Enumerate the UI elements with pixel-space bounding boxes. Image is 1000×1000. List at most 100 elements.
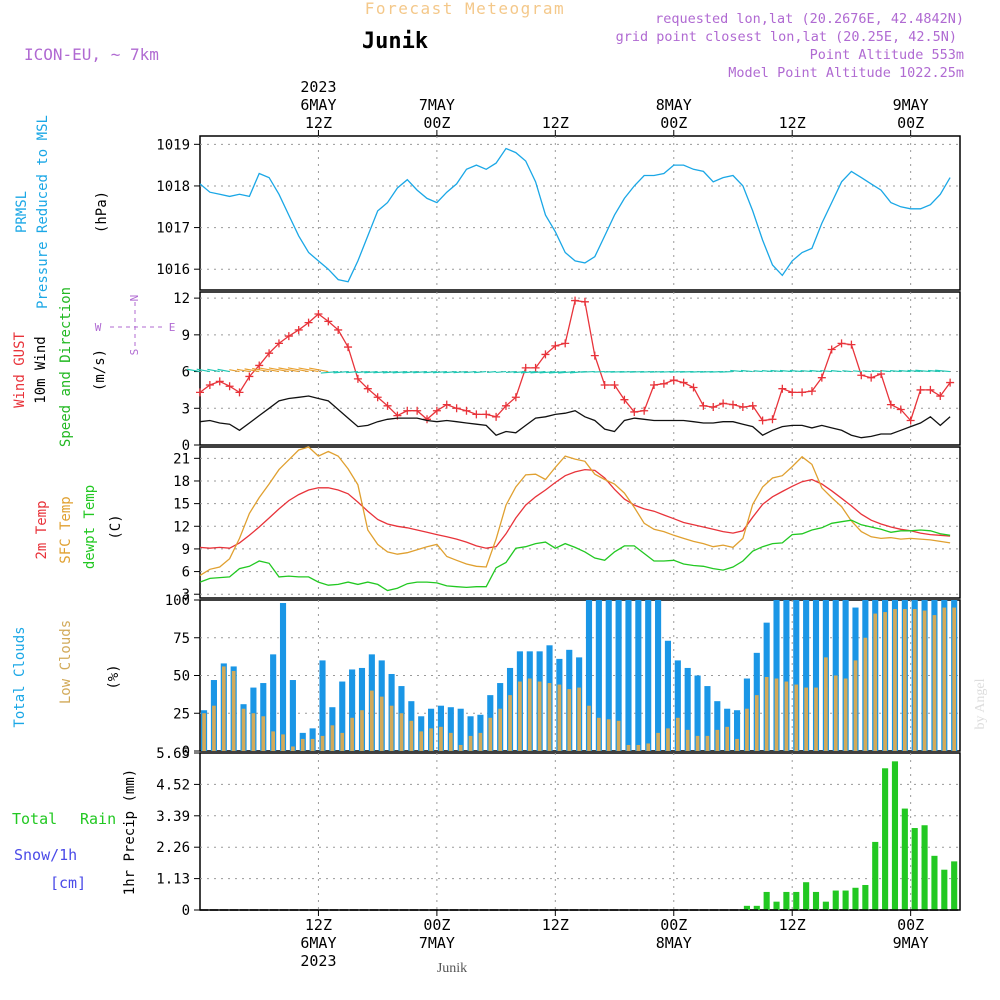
low-cloud-bar [646,743,651,751]
gust-marker [304,318,313,327]
cloud-unit-label: (%) [106,664,122,689]
wind-direction-arrow [935,369,951,373]
total-cloud-bar [339,681,346,751]
precip-bar [832,890,839,910]
low-cloud-bar [518,681,522,751]
low-cloud-bar [468,735,473,751]
temperature-legend: 2m Temp SFC Temp dewpt Temp (C) [34,485,124,569]
y-tick-label: 15 [173,497,190,513]
time-label: 7MAY [419,934,455,952]
time-label: 2023 [300,78,336,96]
total-cloud-bar [358,667,366,751]
y-tick-label: 1.13 [156,872,190,888]
wind-direction-arrow [852,370,862,373]
low-cloud-bar [202,713,206,751]
time-label: 12Z [305,114,332,132]
low-cloud-bar [587,705,591,751]
y-tick-label: 1017 [156,221,190,237]
gust-marker [551,341,560,350]
2m-temp-line [199,468,951,549]
gust-marker [847,340,856,349]
total-cloud-bar [447,707,454,751]
gust-marker [798,388,807,397]
wind-direction-arrow [402,370,418,374]
total-cloud-bar [803,600,810,751]
low-cloud-bar [705,735,710,751]
wind-direction-arrow [473,370,487,374]
low-cloud-bar [794,684,799,751]
prmsl-line [199,147,951,283]
gust-marker [580,297,589,306]
y-tick-label: 0 [182,903,190,919]
precip-bar [921,825,928,910]
low-cloud-bar [784,681,789,751]
wind-direction-arrow [779,369,793,373]
product-title: Forecast Meteogram [365,0,565,18]
total-cloud-bar [773,600,780,751]
precip-bar [822,901,829,910]
low-cloud-bar [212,705,216,751]
wind-legend: Wind GUST 10m Wind Speed and Direction (… [12,287,175,447]
gust-marker [274,339,283,348]
precip-bar [931,855,938,910]
panel-frame [199,446,961,599]
wind-direction-arrow [580,370,595,373]
total-cloud-bar [270,654,277,751]
total-cloud-bar [674,660,681,751]
total-label: Total [12,810,57,828]
total-cloud-bar [684,667,691,751]
wind-direction-arrow [890,370,901,373]
gust-marker [640,406,649,415]
time-label: 00Z [423,916,450,934]
total-cloud-bar [635,600,642,751]
gust-marker [452,404,461,413]
wind-direction-arrow [761,370,773,373]
wind-direction-arrow [187,368,201,373]
precip-bar [793,891,800,910]
prmsl-label: PRMSL [14,191,30,233]
total-cloud-bar [645,600,652,751]
gust-marker [699,401,708,410]
total-cloud-bar [793,600,800,751]
gust-marker [383,401,392,410]
temp-unit-label: (C) [108,514,124,539]
wind-direction-arrow [355,370,368,374]
gust-marker [788,388,797,397]
total-cloud-bar [694,675,701,751]
gust-marker [531,363,540,372]
precip-bar [901,808,908,910]
gust-marker [344,343,353,352]
gust-marker [748,401,757,410]
gust-marker [926,385,935,394]
low-cloud-bar [271,731,275,751]
total-cloud-bar [279,603,287,751]
low-cloud-bar [310,738,315,751]
wind-direction-arrow [320,370,339,374]
wind-10m-label: 10m Wind [33,336,49,403]
gust-marker [403,406,412,415]
dewpt-temp-line [199,519,951,592]
low-cloud-bar [942,607,947,751]
gust-marker [758,416,767,425]
dewpt-label: dewpt Temp [82,485,98,569]
low-cloud-bar [636,744,641,751]
low-cloud-bar [251,713,256,751]
low-cloud-bar [567,689,572,751]
gust-marker [205,381,214,390]
precip-bar [852,887,859,910]
wind-direction-arrow [196,368,210,373]
low-cloud-bar [843,678,848,751]
gust-marker [432,406,441,415]
gust-marker [462,406,471,415]
low-cloud-bar [439,726,443,751]
gust-marker [807,387,816,396]
time-label: 7MAY [419,96,455,114]
gust-marker [827,345,836,354]
gust-marker [324,317,333,326]
gust-marker [728,400,737,409]
y-tick-label: 1018 [156,179,190,195]
low-cloud-bar [912,609,917,751]
wind-direction-arrow [871,370,882,373]
low-cloud-bar [557,684,562,751]
panel-frame [199,135,961,291]
